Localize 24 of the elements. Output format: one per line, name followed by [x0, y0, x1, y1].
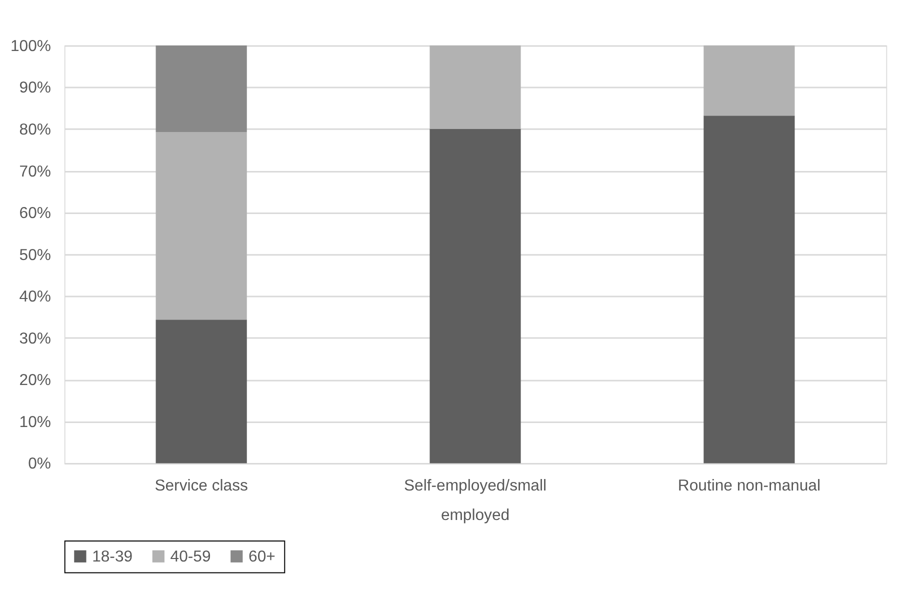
legend-label: 40-59 — [170, 548, 211, 566]
legend-label: 18-39 — [92, 548, 133, 566]
y-tick-label: 30% — [19, 330, 51, 348]
y-tick-label: 10% — [19, 414, 51, 431]
bar — [430, 129, 521, 464]
y-tick-label: 80% — [19, 121, 51, 138]
legend-label: 60+ — [248, 548, 276, 566]
y-tick-label: 90% — [19, 80, 51, 97]
y-tick-label: 70% — [19, 163, 51, 180]
x-tick-label: Routine non-manual — [678, 478, 820, 495]
y-tick-label: 100% — [10, 38, 51, 55]
bar — [156, 45, 247, 132]
y-tick-label: 60% — [19, 205, 51, 222]
y-tick-label: 40% — [19, 288, 51, 306]
y-tick-label: 0% — [28, 456, 51, 473]
bar — [704, 45, 795, 116]
x-tick-label: Self-employed/small employed — [404, 478, 547, 524]
bar — [156, 320, 247, 464]
bar — [156, 132, 247, 320]
bar — [430, 45, 521, 130]
bar — [704, 116, 795, 464]
y-tick-label: 50% — [19, 246, 51, 264]
y-tick-label: 20% — [19, 372, 51, 390]
x-tick-label: Service class — [154, 478, 248, 495]
